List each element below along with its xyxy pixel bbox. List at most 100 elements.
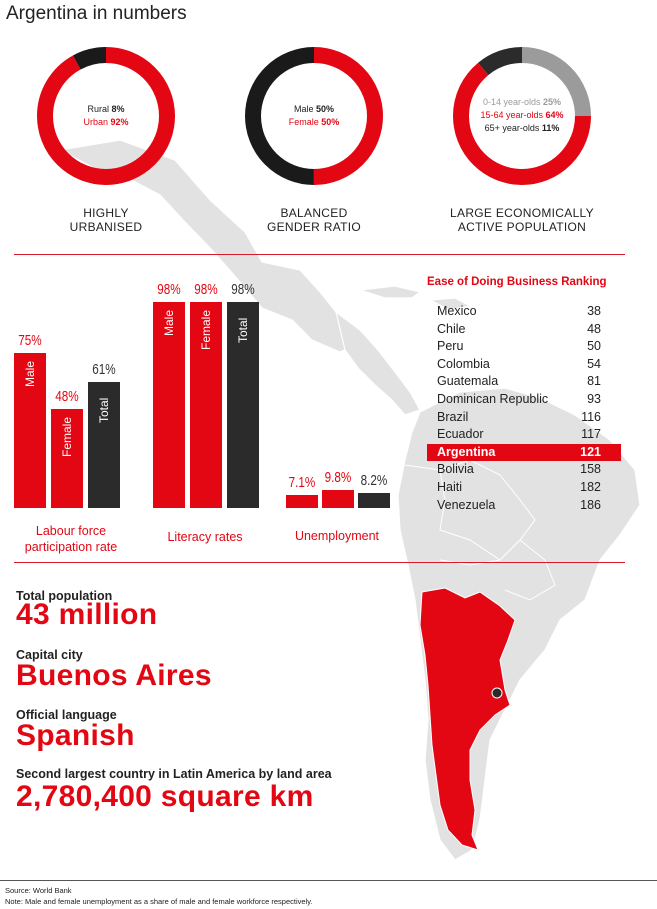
map-argentina <box>419 587 516 851</box>
bar-value-label: 9.8% <box>324 469 352 486</box>
ranking-value: 54 <box>587 356 601 371</box>
bar-g1-male <box>153 302 185 508</box>
donut-age <box>453 47 591 185</box>
fact-population-value: 43 million <box>16 598 158 631</box>
ranking-value: 81 <box>587 374 601 389</box>
ranking-country: Colombia <box>437 356 490 371</box>
ranking-row-brazil: Brazil 116 <box>427 409 621 426</box>
ranking-title: Ease of Doing Business Ranking <box>427 276 607 288</box>
bar-g2-b1 <box>322 490 354 508</box>
divider-top <box>14 254 625 255</box>
donut-gender <box>245 47 383 185</box>
ranking-row-venezuela: Venezuela 186 <box>427 497 621 514</box>
ranking-country: Chile <box>437 321 466 336</box>
bar-g0-male <box>14 353 46 508</box>
donut-gender-caption: BALANCED GENDER RATIO <box>266 206 362 234</box>
ranking-country: Guatemala <box>437 374 499 389</box>
ranking-row-haiti: Haiti 182 <box>427 479 621 496</box>
donut-line: Male 50% <box>293 104 335 114</box>
bar-value-label: 98% <box>157 281 181 298</box>
ranking-value: 158 <box>580 462 601 477</box>
donut-urbanisation <box>37 47 175 185</box>
fact-language-value: Spanish <box>16 719 135 752</box>
bar-g1-female <box>190 302 222 508</box>
ranking-country: Bolivia <box>437 462 474 477</box>
ranking-country: Venezuela <box>437 497 496 512</box>
ranking-value: 121 <box>580 444 601 459</box>
bar-value-label: 98% <box>231 281 255 298</box>
map-caribbean <box>359 285 472 311</box>
donut-line: Urban 92% <box>83 117 129 127</box>
ranking-value: 50 <box>587 339 601 354</box>
ranking-country: Dominican Republic <box>437 392 549 406</box>
divider-bottom <box>14 562 625 563</box>
donut-line: 15-64 year-olds 64% <box>480 110 564 120</box>
bar-label: Male <box>23 360 37 387</box>
bar-label: Total <box>97 397 111 423</box>
donut-line: 65+ year-olds 11% <box>484 123 560 133</box>
bar-g1-total <box>227 302 259 508</box>
ranking-country: Haiti <box>437 480 463 494</box>
donut-slice-15-64-year-olds <box>453 47 591 185</box>
bar-g0-total <box>88 382 120 508</box>
ranking-row-dominican-republic: Dominican Republic 93 <box>427 391 621 408</box>
donut-urbanisation-caption: HIGHLY URBANISED <box>69 206 143 234</box>
ranking-row-chile: Chile 48 <box>427 321 621 338</box>
donut-slice-male <box>245 47 383 185</box>
literacy-caption: Literacy rates <box>167 530 243 544</box>
map-central-america <box>335 310 421 416</box>
ranking-row-mexico: Mexico 38 <box>427 303 621 320</box>
ranking-country: Ecuador <box>437 427 484 442</box>
unemployment-caption: Unemployment <box>294 529 380 543</box>
ranking-value: 186 <box>580 497 601 512</box>
fact-language-label: Official language <box>16 708 117 722</box>
ranking-country: Argentina <box>437 444 496 459</box>
ranking-country: Peru <box>437 339 464 354</box>
bar-label: Female <box>60 416 74 457</box>
ranking-value: 117 <box>581 427 601 442</box>
bar-value-label: 75% <box>18 332 42 349</box>
donut-line: Female 50% <box>288 117 340 127</box>
bar-value-label: 61% <box>92 361 116 378</box>
bar-value-label: 8.2% <box>360 472 388 489</box>
ranking-value: 93 <box>587 392 601 406</box>
bar-value-label: 7.1% <box>288 474 316 491</box>
ranking-row-guatemala: Guatemala 81 <box>427 373 621 390</box>
donut-age-caption: LARGE ECONOMICALLY ACTIVE POPULATION <box>450 206 594 234</box>
fact-area-value: 2,780,400 square km <box>16 780 314 813</box>
ranking-row-peru: Peru 50 <box>427 338 621 355</box>
donut-slice-65-year-olds <box>453 47 591 185</box>
bar-value-label: 48% <box>55 388 79 405</box>
fact-area-label: Second largest country in Latin America … <box>16 767 332 781</box>
bar-label: Total <box>236 317 250 343</box>
page-title: Argentina in numbers <box>6 3 187 24</box>
donut-urbanisation-legend: Rural 8% Urban 92% <box>46 103 166 129</box>
footer-source: Source: World Bank <box>5 886 72 895</box>
donut-gender-legend: Male 50% Female 50% <box>254 103 374 129</box>
ranking-value: 38 <box>587 304 601 318</box>
bar-g2-b2 <box>358 493 390 508</box>
ranking-country: Mexico <box>437 304 477 318</box>
donut-slice-rural <box>37 47 175 185</box>
ranking-value: 116 <box>581 409 601 424</box>
footer-note: Note: Male and female unemployment as a … <box>5 897 313 906</box>
labour-force-caption: Labour force participation rate <box>24 524 118 554</box>
ranking-row-argentina: Argentina 121 <box>427 443 621 461</box>
fact-capital-value: Buenos Aires <box>16 659 212 692</box>
ranking-row-bolivia: Bolivia 158 <box>427 461 621 478</box>
bar-value-label: 98% <box>194 281 218 298</box>
ranking-country: Brazil <box>437 409 469 424</box>
bar-g2-b0 <box>286 495 318 508</box>
fact-population-label: Total population <box>16 589 113 603</box>
donut-line: 0-14 year-olds 25% <box>482 97 562 107</box>
ranking-value: 48 <box>587 321 601 336</box>
bar-label: Male <box>162 309 176 336</box>
bar-g0-female <box>51 409 83 508</box>
buenos-aires-marker <box>491 687 503 699</box>
donut-age-legend: 0-14 year-olds 25% 15-64 year-olds 64% 6… <box>462 96 582 135</box>
footer-divider <box>0 880 657 881</box>
ranking-value: 182 <box>580 480 601 494</box>
bar-label: Female <box>199 309 213 350</box>
ranking-row-ecuador: Ecuador 117 <box>427 426 621 443</box>
